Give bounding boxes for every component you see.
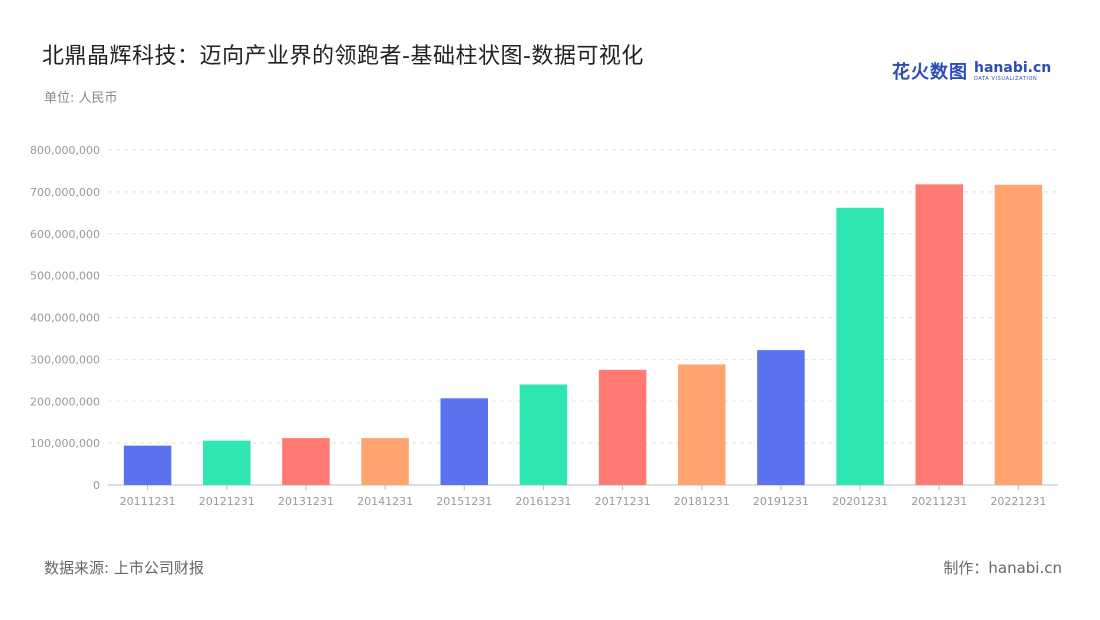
y-tick-label: 0 (93, 479, 100, 492)
bar (203, 440, 251, 485)
x-tick-label: 20161231 (515, 495, 571, 508)
x-tick-label: 20211231 (911, 495, 967, 508)
bar (994, 184, 1043, 485)
data-source: 数据来源: 上市公司财报 (44, 559, 204, 577)
y-tick-label: 200,000,000 (30, 395, 100, 408)
logo-en-text: hanabi.cn (974, 59, 1052, 76)
grid-lines (108, 149, 1058, 444)
x-tick-label: 20171231 (595, 495, 651, 508)
x-tick-label: 20191231 (753, 495, 809, 508)
tick-labels: 0 100,000,000 200,000,000 300,000,000 400,00… (30, 144, 1046, 508)
bar (915, 184, 963, 485)
brand-logo: 花火数图 hanabi.cn DATA VISUALIZATION (892, 58, 1051, 84)
y-tick-label: 700,000,000 (30, 186, 100, 199)
maker-credit: 制作：hanabi.cn (943, 559, 1062, 577)
logo-cn-text: 花火数图 (892, 62, 968, 83)
x-tick-label: 20181231 (674, 495, 730, 508)
y-tick-label: 800,000,000 (30, 144, 100, 157)
x-tick-label: 20151231 (436, 495, 492, 508)
bar (598, 369, 647, 485)
y-tick-label: 400,000,000 (30, 312, 100, 325)
axes (108, 484, 1058, 490)
bar (678, 364, 726, 485)
x-tick-label: 20111231 (120, 495, 176, 508)
x-tick-label: 20201231 (832, 495, 888, 508)
x-tick-label: 20221231 (990, 495, 1046, 508)
y-tick-label: 600,000,000 (30, 228, 100, 241)
x-tick-label: 20141231 (357, 495, 413, 508)
bar (123, 445, 172, 485)
unit-label: 单位: 人民币 (44, 91, 118, 106)
y-tick-label: 300,000,000 (30, 353, 100, 366)
x-tick-label: 20121231 (199, 495, 255, 508)
bars (123, 184, 1043, 485)
logo-sub-text: DATA VISUALIZATION (974, 75, 1038, 82)
bar (282, 438, 330, 485)
bar (519, 384, 568, 485)
y-tick-label: 500,000,000 (30, 270, 100, 283)
chart-title: 北鼎晶辉科技：迈向产业界的领跑者-基础柱状图-数据可视化 (42, 44, 644, 69)
bar (440, 398, 488, 485)
y-tick-label: 100,000,000 (30, 437, 100, 450)
bar (836, 207, 884, 485)
bar (361, 438, 409, 485)
x-tick-label: 20131231 (278, 495, 334, 508)
bar (757, 350, 805, 485)
